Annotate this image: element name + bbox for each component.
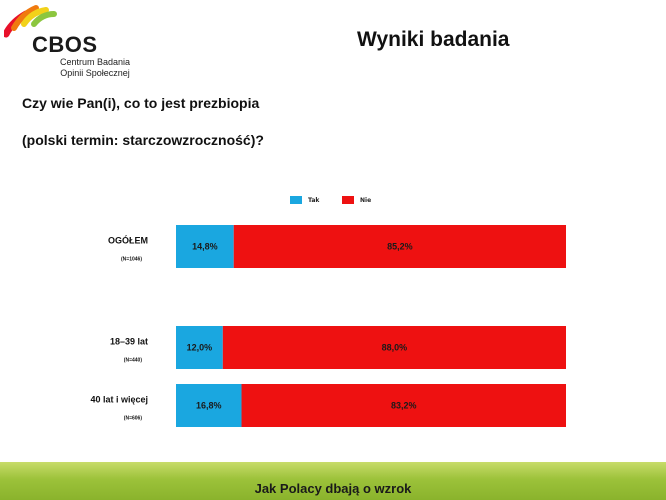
bar-segment-nie	[233, 225, 566, 268]
bar-segment-nie	[241, 384, 566, 427]
data-label: 16,8%	[196, 401, 222, 411]
legend-label-tak: Tak	[308, 196, 320, 204]
bar-segment-tak	[176, 384, 242, 427]
bar-segment-tak	[176, 326, 223, 369]
legend-swatch-nie	[342, 196, 354, 204]
data-label: 85,2%	[387, 242, 413, 252]
bar-segment-tak	[176, 225, 234, 268]
logo-subtitle-line1: Centrum Badania	[59, 57, 131, 67]
bar-segment-nie	[222, 326, 567, 369]
category-label: OGÓŁEM	[108, 235, 148, 246]
logo-subtitle-line2: Opinii Społecznej	[60, 68, 130, 78]
logo-name: CBOS	[32, 32, 98, 57]
question-line-2: (polski termin: starczowzroczność)?	[22, 132, 264, 148]
cbos-logo: CBOS Centrum Badania Opinii Społecznej	[4, 4, 144, 80]
legend-label-nie: Nie	[360, 196, 372, 204]
footer-banner: Jak Polacy dbają o wzrok	[0, 462, 666, 500]
legend-item-tak: Tak	[290, 196, 319, 204]
legend-swatch-tak	[290, 196, 302, 204]
cbos-logo-stripes-icon	[4, 5, 57, 38]
legend-item-nie: Nie	[342, 196, 371, 204]
category-label: 40 lat i więcej	[90, 395, 148, 405]
data-label: 14,8%	[192, 242, 218, 252]
footer-text: Jak Polacy dbają o wzrok	[254, 481, 412, 496]
data-label: 12,0%	[187, 343, 213, 353]
question-line-1: Czy wie Pan(i), co to jest prezbiopia	[22, 95, 260, 111]
data-label: 83,2%	[391, 401, 417, 411]
sample-size-label: (N=1046)	[121, 257, 142, 263]
sample-size-label: (N=440)	[124, 358, 143, 364]
sample-size-label: (N=606)	[124, 416, 143, 422]
data-label: 88,0%	[382, 343, 408, 353]
page-title: Wyniki badania	[357, 28, 510, 51]
logo-subtitle: Centrum Badania Opinii Społecznej	[50, 57, 140, 79]
category-label: 18–39 lat	[110, 337, 148, 347]
stacked-bar-chart: OGÓŁEM (N=1046) 14,8% 85,2% 18–39 lat (N=440)…	[90, 225, 567, 427]
